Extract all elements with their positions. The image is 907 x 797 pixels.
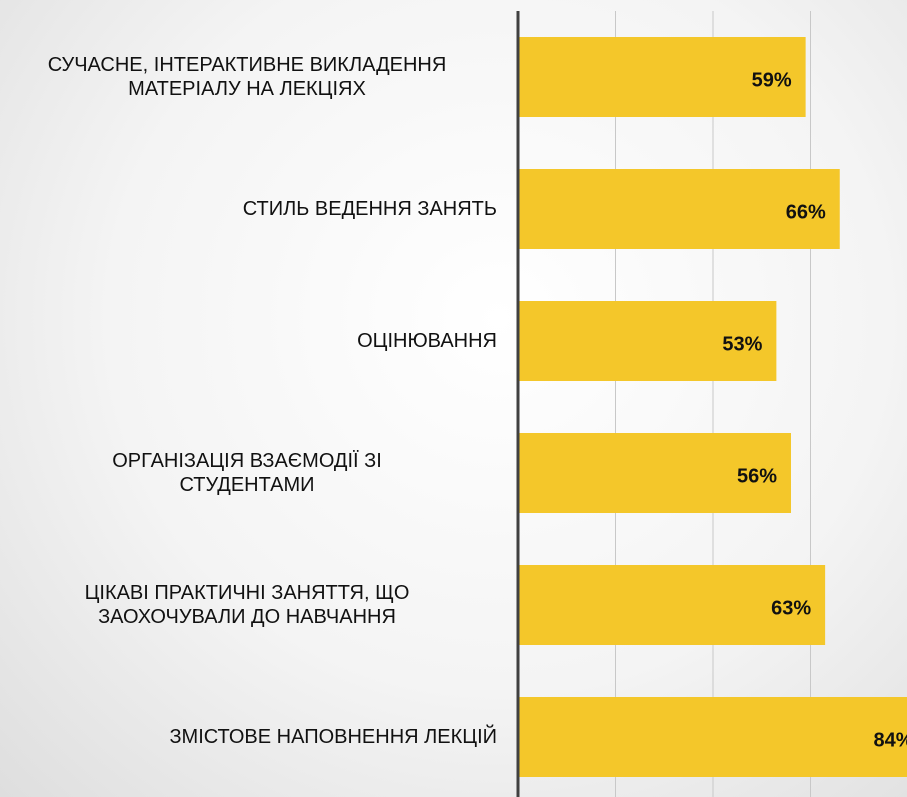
data-label: 59% (752, 69, 792, 91)
data-label: 56% (737, 465, 777, 487)
data-label: 84% (873, 729, 907, 751)
category-label: СУЧАСНЕ, ІНТЕРАКТИВНЕ ВИКЛАДЕННЯ МАТЕРІА… (47, 54, 447, 100)
bar (518, 565, 826, 645)
data-label: 63% (771, 597, 811, 619)
data-label: 53% (722, 333, 762, 355)
category-label: СТИЛЬ ВЕДЕННЯ ЗАНЯТЬ (242, 198, 497, 220)
bar (518, 37, 806, 117)
bar (518, 433, 791, 513)
bar (518, 169, 840, 249)
bar (518, 697, 907, 777)
category-label: ОЦІНЮВАННЯ (357, 330, 497, 352)
category-label: ЦІКАВІ ПРАКТИЧНІ ЗАНЯТТЯ, ЩО ЗАОХОЧУВАЛИ… (84, 582, 410, 628)
category-label: ЗМІСТОВЕ НАПОВНЕННЯ ЛЕКЦІЙ (169, 726, 497, 748)
data-label: 66% (786, 201, 826, 223)
category-label: ОРГАНІЗАЦІЯ ВЗАЄМОДІЇ ЗІ СТУДЕНТАМИ (112, 450, 382, 496)
bar (518, 301, 777, 381)
